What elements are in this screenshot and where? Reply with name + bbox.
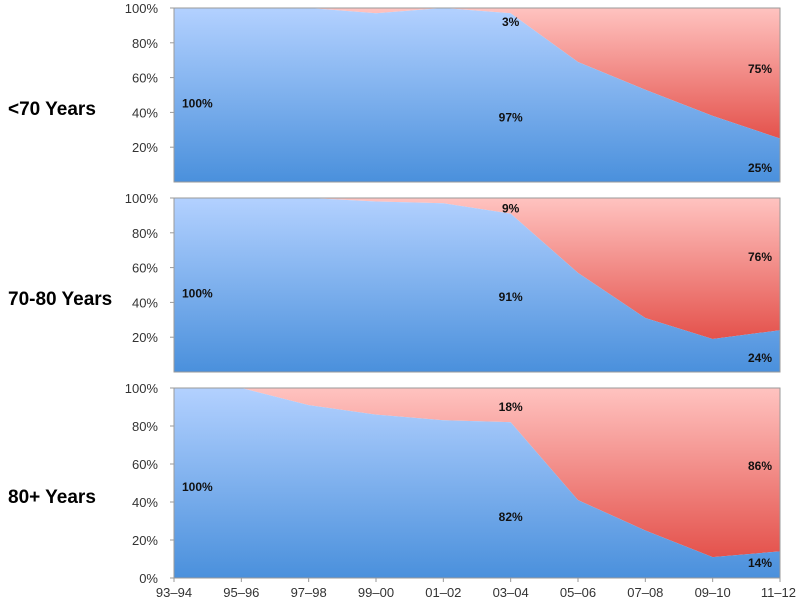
data-label: 76%: [748, 250, 772, 264]
y-tick-label: 20%: [132, 330, 158, 345]
series-area-red: [174, 388, 780, 558]
y-tick-label: 100%: [125, 1, 159, 16]
y-tick-label: 20%: [132, 533, 158, 548]
y-tick-label: 100%: [125, 381, 159, 396]
x-axis: 93–94 95–96 97–98 99–00 01–02 03–04 05–06 07–08…: [156, 578, 796, 600]
x-tick-label: 01–02: [425, 585, 461, 600]
data-label: 100%: [182, 97, 213, 111]
row-label: 80+ Years: [8, 487, 96, 508]
plot-frame: [173, 197, 781, 373]
panel-2: 0% 20% 40% 60% 80% 100% 80+ Years 100% 82% 18% 86%…: [8, 381, 781, 586]
data-label: 14%: [748, 556, 772, 570]
x-tick-label: 99–00: [358, 585, 394, 600]
data-label: 18%: [499, 400, 523, 414]
x-tick-label: 09–10: [695, 585, 731, 600]
x-tick-label: 03–04: [493, 585, 529, 600]
y-tick-label: 60%: [132, 71, 158, 86]
y-tick-label: 60%: [132, 457, 158, 472]
y-tick-label: 40%: [132, 495, 158, 510]
y-tick-label: 80%: [132, 419, 158, 434]
x-tick-label: 05–06: [560, 585, 596, 600]
panel-1: 20% 40% 60% 80% 100% 70-80 Years 100% 91% 9% 76% 2…: [8, 191, 781, 373]
y-tick-label: 80%: [132, 36, 158, 51]
y-tick-label: 0%: [139, 571, 158, 586]
data-label: 75%: [748, 62, 772, 76]
row-label: <70 Years: [8, 99, 96, 120]
x-tick-label: 07–08: [627, 585, 663, 600]
panel-0: 20% 40% 60% 80% 100% <70 Years 100% 97% 3% 75% 25%: [8, 1, 781, 183]
series-area-red: [174, 8, 780, 139]
data-label: 82%: [499, 510, 523, 524]
data-label: 24%: [748, 351, 772, 365]
plot-frame: [173, 7, 781, 183]
series-area-red: [174, 198, 780, 339]
y-tick-label: 40%: [132, 295, 158, 310]
x-tick-label: 11–12: [761, 585, 796, 600]
x-tick-label: 95–96: [223, 585, 259, 600]
series-area-blue: [174, 198, 780, 372]
series-area-blue: [174, 388, 780, 578]
data-label: 100%: [182, 480, 213, 494]
y-tick-label: 20%: [132, 140, 158, 155]
data-label: 91%: [499, 290, 523, 304]
data-label: 100%: [182, 287, 213, 301]
y-tick-label: 60%: [132, 261, 158, 276]
data-label: 97%: [499, 111, 523, 125]
x-tick-label: 97–98: [291, 585, 327, 600]
data-label: 25%: [748, 161, 772, 175]
y-tick-label: 100%: [125, 191, 159, 206]
series-area-blue: [174, 8, 780, 182]
x-tick-label: 93–94: [156, 585, 192, 600]
data-label: 3%: [502, 15, 520, 29]
row-label: 70-80 Years: [8, 289, 112, 310]
data-label: 9%: [502, 201, 520, 215]
data-label: 86%: [748, 459, 772, 473]
plot-frame: [173, 387, 781, 579]
y-tick-label: 40%: [132, 105, 158, 120]
y-tick-label: 80%: [132, 226, 158, 241]
